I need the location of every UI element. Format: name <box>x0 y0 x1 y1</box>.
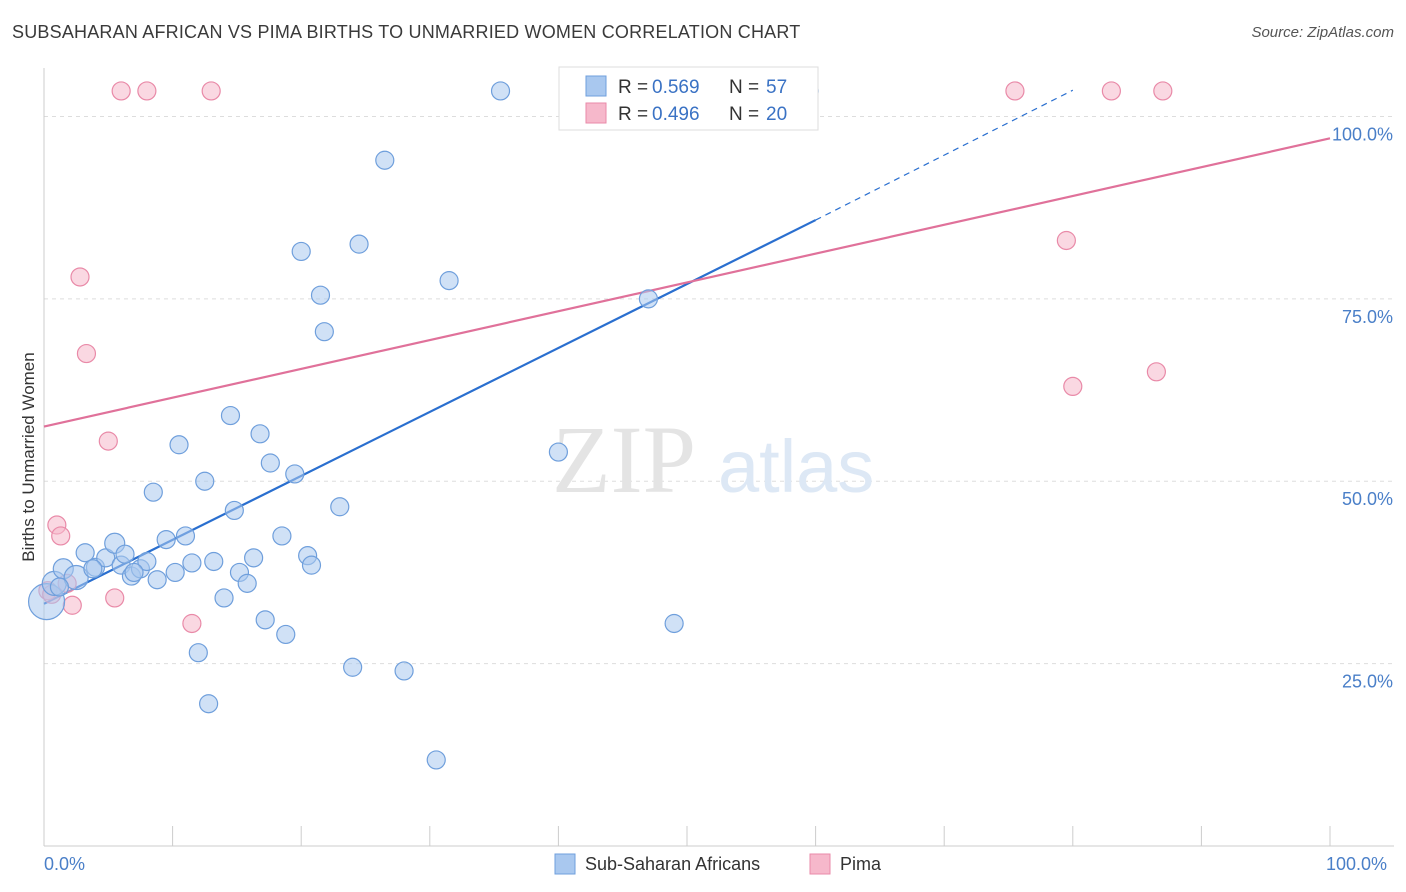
y-tick-labels: 25.0% 50.0% 75.0% 100.0% <box>1332 124 1393 691</box>
subsaharan-point <box>638 289 659 309</box>
legend-swatch-pink <box>585 102 607 124</box>
subsaharan-point <box>439 271 459 291</box>
subsaharan-point <box>260 453 280 473</box>
subsaharan-point <box>182 553 202 573</box>
x-tick-label-min: 0.0% <box>44 854 85 874</box>
subsaharan-point <box>285 464 305 484</box>
trend-lines <box>43 89 1331 605</box>
subsaharan-point <box>272 526 292 546</box>
subsaharan-point <box>199 694 219 714</box>
subsaharan-point <box>310 285 331 305</box>
subsaharan-point <box>63 564 89 591</box>
subsaharan-point <box>220 405 241 426</box>
subsaharan-point <box>301 555 322 575</box>
subsaharan-point <box>349 234 369 254</box>
y-tick-label: 100.0% <box>1332 124 1393 144</box>
subsaharan-point <box>137 551 157 572</box>
subsaharan-point <box>244 548 264 568</box>
pima-point <box>62 595 82 615</box>
y-axis-title: Births to Unmarried Women <box>19 352 38 561</box>
subsaharan-point <box>214 588 234 608</box>
subsaharan-point <box>375 150 395 170</box>
watermark-zip: ZIP <box>552 406 696 513</box>
pima-point <box>105 588 125 608</box>
pima-point <box>1056 230 1076 251</box>
subsaharan-point <box>330 497 350 517</box>
pima-point <box>201 81 221 101</box>
bottom-legend-label-pink: Pima <box>840 854 882 874</box>
subsaharan-point <box>188 643 208 663</box>
x-ticks <box>43 826 1331 846</box>
pima-point <box>1146 362 1166 382</box>
subsaharan-point <box>49 577 70 597</box>
bottom-legend-swatch-pink <box>809 853 831 875</box>
subsaharan-point <box>169 435 189 455</box>
subsaharan-point <box>165 562 185 583</box>
subsaharan-point <box>394 661 414 681</box>
legend-box: R = 0.569 N = 57 R = 0.496 N = 20 <box>558 66 819 131</box>
legend-r-label: R = <box>618 77 648 98</box>
y-tick-label: 75.0% <box>1342 307 1393 327</box>
pima-points <box>38 81 1173 634</box>
pima-point <box>1005 81 1025 101</box>
bottom-legend-swatch-blue <box>554 853 576 875</box>
pima-point <box>76 343 97 364</box>
subsaharan-point <box>237 573 257 593</box>
x-tick-label-max: 100.0% <box>1326 854 1387 874</box>
subsaharan-point <box>175 526 196 546</box>
pima-point <box>1101 81 1121 101</box>
subsaharan-point <box>195 471 215 491</box>
watermark: ZIP atlas <box>552 406 874 513</box>
subsaharan-trend-extension <box>815 89 1074 221</box>
pima-point <box>182 613 202 634</box>
pima-point <box>70 267 90 287</box>
pima-point <box>51 526 71 546</box>
subsaharan-point <box>156 529 176 550</box>
pima-point <box>137 81 157 101</box>
legend-r-value: 0.569 <box>652 77 700 98</box>
legend-n-value: 20 <box>766 104 787 125</box>
bottom-legend: Sub-Saharan Africans Pima <box>554 853 882 875</box>
subsaharan-point <box>75 543 95 563</box>
chart-title: SUBSAHARAN AFRICAN VS PIMA BIRTHS TO UNM… <box>12 22 801 42</box>
subsaharan-point <box>204 551 224 572</box>
subsaharan-point <box>343 657 363 677</box>
legend-n-label: N = <box>729 104 759 125</box>
subsaharan-point <box>426 750 446 770</box>
subsaharan-point <box>224 500 244 521</box>
pima-point <box>1063 376 1083 396</box>
pima-point <box>1153 81 1173 101</box>
axes <box>43 68 1394 847</box>
subsaharan-point <box>250 424 270 444</box>
subsaharan-point <box>314 322 334 342</box>
bottom-legend-label-blue: Sub-Saharan Africans <box>585 854 760 874</box>
subsaharan-point <box>548 442 569 462</box>
y-tick-label: 50.0% <box>1342 489 1393 509</box>
legend-r-value: 0.496 <box>652 104 700 125</box>
pima-point <box>111 81 131 101</box>
subsaharan-point <box>664 613 684 634</box>
legend-n-label: N = <box>729 77 759 98</box>
pima-trend-line <box>43 137 1331 428</box>
y-tick-label: 25.0% <box>1342 672 1393 692</box>
watermark-atlas: atlas <box>718 425 874 508</box>
subsaharan-point <box>291 241 311 262</box>
subsaharan-points <box>27 81 819 770</box>
subsaharan-point <box>490 81 511 101</box>
legend-swatch-blue <box>585 75 607 97</box>
subsaharan-point <box>276 624 296 645</box>
subsaharan-point <box>147 570 167 590</box>
subsaharan-point <box>115 544 135 564</box>
pima-point <box>98 431 118 451</box>
legend-r-label: R = <box>618 104 648 125</box>
subsaharan-point <box>124 562 144 583</box>
subsaharan-point <box>255 610 275 630</box>
subsaharan-point <box>83 559 103 579</box>
legend-n-value: 57 <box>766 77 787 98</box>
subsaharan-point <box>143 482 163 502</box>
chart-source: Source: ZipAtlas.com <box>1251 24 1394 41</box>
